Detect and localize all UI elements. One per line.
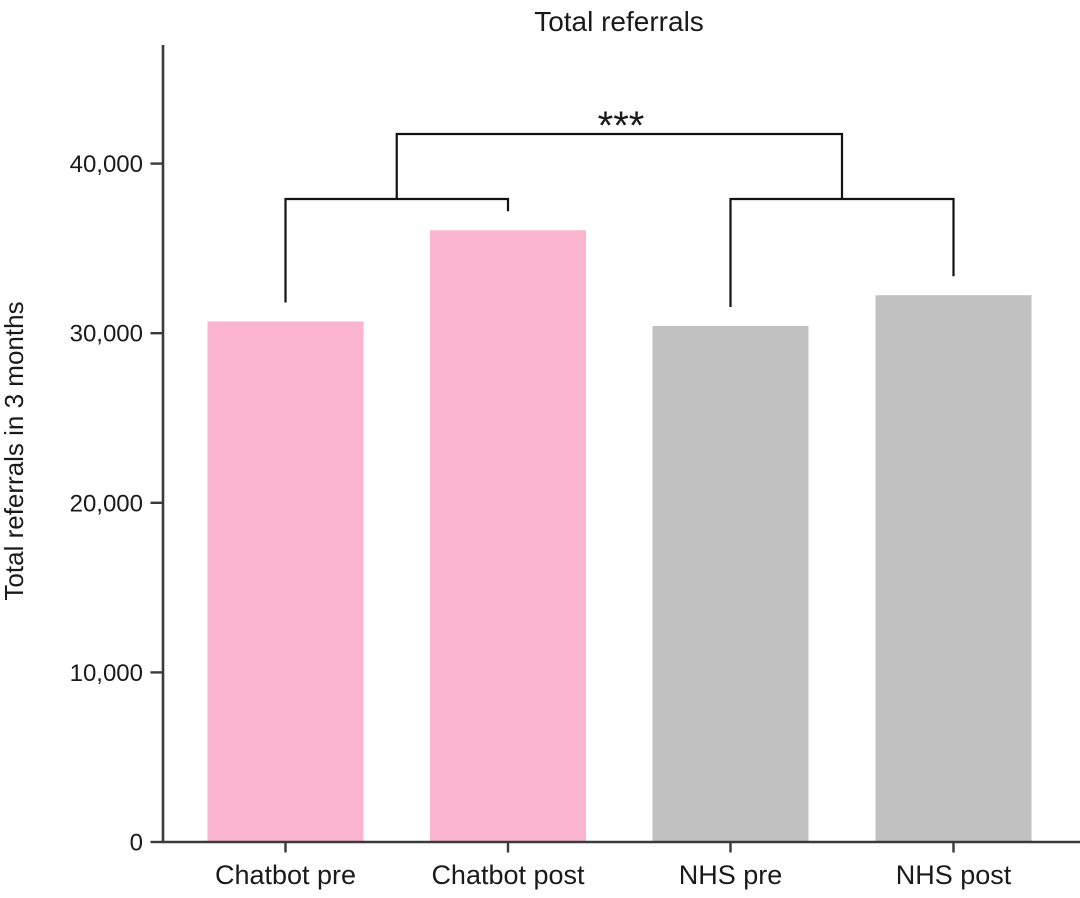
y-tick-label: 0 [130,830,143,857]
y-tick-label: 20,000 [70,490,143,517]
bar-nhs-pre [652,325,809,842]
category-label-nhs-pre: NHS pre [679,860,783,890]
bar-chatbot-post [430,230,586,842]
y-tick-label: 10,000 [70,660,143,687]
significance-bracket [395,132,844,199]
significance-stars: *** [598,104,645,148]
bar-nhs-post [875,295,1032,842]
y-axis-label: Total referrals in 3 months [0,301,29,600]
category-label-nhs-post: NHS post [896,860,1012,890]
y-tick-label: 40,000 [70,151,143,178]
category-label-chatbot-post: Chatbot post [431,860,585,890]
chart-title: Total referrals [534,6,704,37]
category-label-chatbot-pre: Chatbot pre [215,860,356,890]
bar-chatbot-pre [207,321,364,843]
significance-bracket [729,197,955,307]
y-tick-label: 30,000 [70,321,143,348]
